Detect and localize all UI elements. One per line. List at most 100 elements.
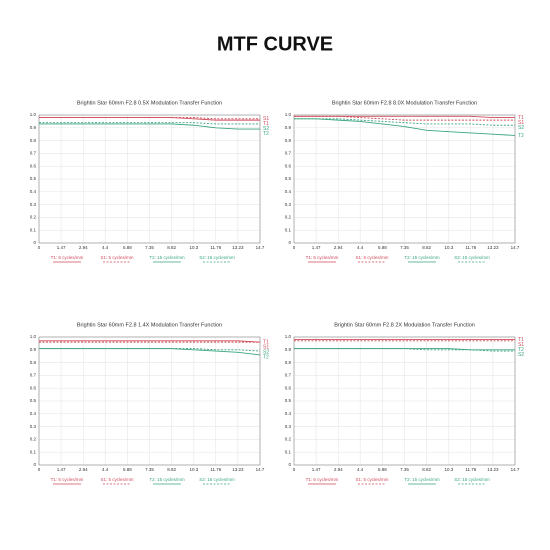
plot-frame [293,114,516,244]
x-tick-label: 10.3 [189,467,198,472]
y-tick-label: 0.3 [30,202,37,207]
x-tick-label: 7.35 [145,467,154,472]
series-line [294,118,515,126]
y-tick-label: 0 [288,462,291,467]
x-tick-label: 13.23 [487,467,499,472]
x-tick-label: 14.7 [511,245,520,250]
plot-frame [38,336,261,466]
y-tick-label: 0.1 [285,449,292,454]
y-tick-label: 0.7 [30,151,37,156]
chart-title: Brightin Star 60mm F2.8 1.4X Modulation … [77,322,222,328]
end-label: S1 [263,344,269,350]
y-tick-label: 0.7 [285,151,292,156]
end-label: T2 [263,131,269,137]
y-tick-label: 0.6 [285,385,292,390]
y-tick-label: 0.8 [30,360,37,365]
plot-frame [38,114,261,244]
y-tick-label: 0.1 [30,227,37,232]
end-label: T1 [518,337,524,343]
y-tick-label: 0.5 [285,176,292,181]
series-line [294,348,515,352]
end-label: S1 [518,342,524,348]
y-tick-label: 0.6 [30,163,37,168]
x-tick-label: 7.35 [145,245,154,250]
x-tick-label: 7.35 [400,467,409,472]
x-tick-label: 11.76 [210,467,221,472]
y-tick-label: 0 [33,240,36,245]
y-tick-label: 0.2 [285,215,292,220]
series-line [39,340,261,343]
x-tick-label: 8.82 [167,467,176,472]
series-line [39,117,260,120]
x-tick-label: 4.4 [102,467,109,472]
legend-label: T2: 15 cycles/mm [404,255,440,260]
y-tick-label: 0.6 [30,385,37,390]
x-tick-label: 14.7 [256,245,265,250]
x-tick-label: 11.76 [465,467,476,472]
x-tick-label: 4.4 [357,245,364,250]
series-line [39,122,260,125]
y-tick-label: 1.0 [30,112,37,117]
x-tick-label: 5.88 [123,467,132,472]
end-label: T1 [518,115,524,121]
legend-label: T1: 5 cycles/mm [306,477,339,482]
x-tick-label: 0 [293,467,296,472]
legend-label: S2: 15 cycles/mm [454,255,490,260]
series-line [39,123,260,130]
chart-title: Brightin Star 60mm F2.8 2X Modulation Tr… [334,322,475,328]
legend-label: T1: 5 cycles/mm [51,255,84,260]
end-label: S2 [518,352,524,358]
series-line [294,115,515,121]
y-tick-label: 0.3 [285,202,292,207]
y-tick-label: 0.3 [285,424,292,429]
x-tick-label: 13.23 [487,245,499,250]
x-tick-label: 11.76 [465,245,476,250]
y-tick-label: 0.9 [285,347,292,352]
y-tick-label: 0.5 [30,176,37,181]
chart-title: Brightin Star 60mm F2.8 8.0X Modulation … [332,100,477,106]
x-tick-label: 10.3 [444,467,453,472]
y-tick-label: 0.3 [30,424,37,429]
y-tick-label: 0.7 [285,373,292,378]
end-label: T1 [263,121,269,127]
y-tick-label: 0.1 [30,449,37,454]
end-label: T2 [518,347,524,353]
legend-label: S2: 15 cycles/mm [199,255,235,260]
end-label: S2 [518,125,524,131]
y-tick-label: 0.4 [285,189,292,194]
y-tick-label: 0.2 [30,437,37,442]
end-label: S2 [263,349,269,355]
y-tick-label: 0 [33,462,36,467]
y-tick-label: 1.0 [30,334,37,339]
x-tick-label: 14.7 [256,467,265,472]
x-tick-label: 5.88 [378,467,387,472]
x-tick-label: 0 [293,245,296,250]
x-tick-label: 8.82 [422,467,431,472]
y-tick-label: 0.1 [285,227,292,232]
end-label: T1 [263,339,269,345]
y-tick-label: 0.8 [285,360,292,365]
x-tick-label: 1.47 [312,245,321,250]
end-label: S2 [263,126,269,132]
x-tick-label: 13.23 [232,467,244,472]
x-tick-label: 8.82 [167,245,176,250]
legend-label: S1: 5 cycles/mm [100,477,133,482]
series-line [39,348,261,352]
legend-label: T2: 15 cycles/mm [404,477,440,482]
y-tick-label: 0.7 [30,373,37,378]
x-tick-label: 10.3 [444,245,453,250]
y-tick-label: 0.8 [285,138,292,143]
end-label: S1 [518,120,524,126]
y-tick-label: 0.4 [30,411,37,416]
legend-label: T1: 5 cycles/mm [51,477,84,482]
x-tick-label: 4.4 [102,245,109,250]
x-tick-label: 1.47 [312,467,321,472]
x-tick-label: 2.94 [79,245,88,250]
x-tick-label: 2.94 [334,245,343,250]
y-tick-label: 0.9 [30,125,37,130]
page-title: MTF CURVE [217,33,333,55]
y-tick-label: 0.8 [30,138,37,143]
y-tick-label: 1.0 [285,334,292,339]
legend-label: S1: 5 cycles/mm [355,477,388,482]
legend-label: T1: 5 cycles/mm [306,255,339,260]
